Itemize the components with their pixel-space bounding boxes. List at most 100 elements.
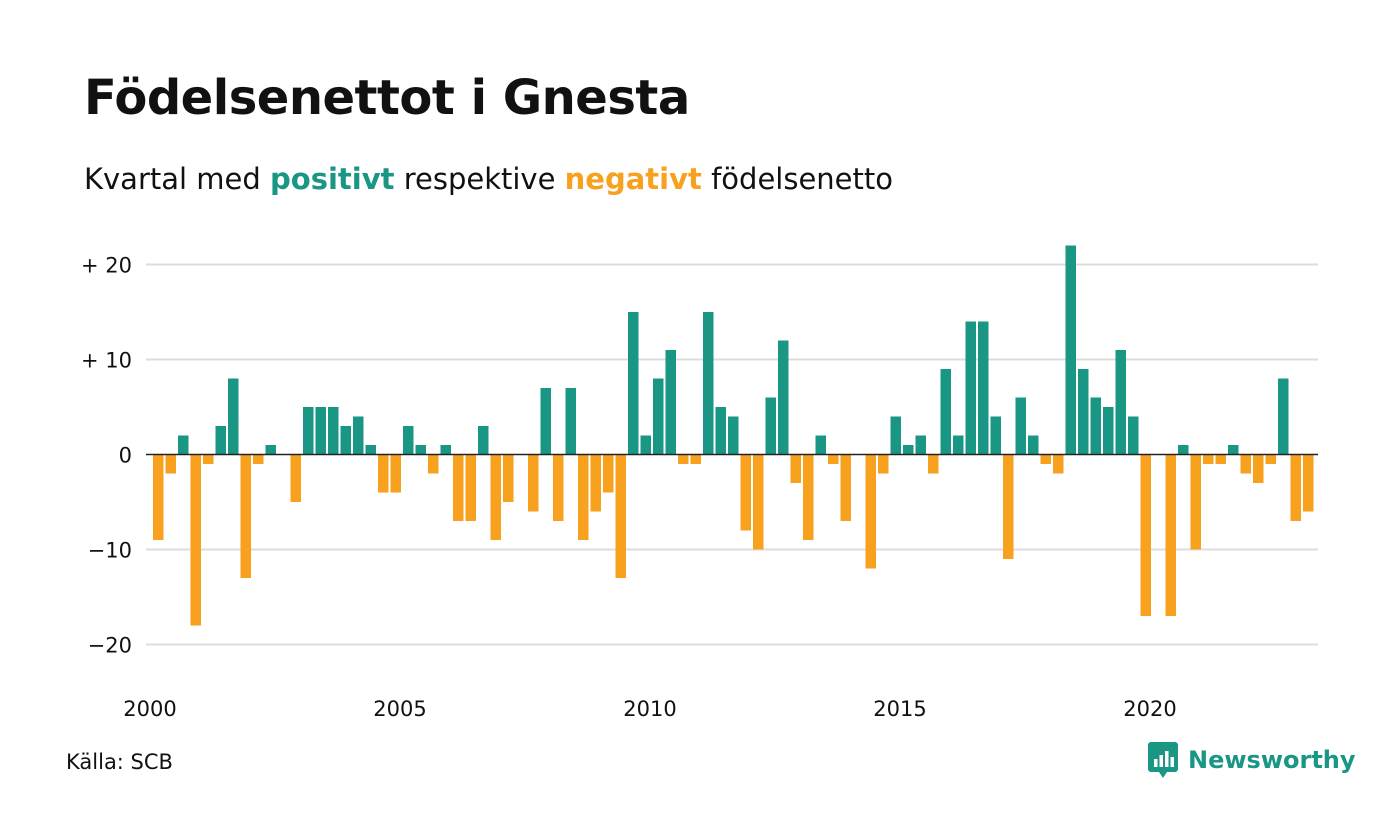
bar-negative	[1140, 454, 1151, 616]
bar-negative	[203, 454, 214, 464]
bar-positive	[215, 426, 226, 455]
bar-negative	[1265, 454, 1276, 464]
bar-positive	[415, 445, 426, 455]
bar-positive	[903, 445, 914, 455]
bar-negative	[590, 454, 601, 512]
bar-negative	[1190, 454, 1201, 550]
bar-positive	[1228, 445, 1239, 455]
subtitle-positive: positivt	[270, 162, 395, 196]
x-tick-label: 2010	[623, 697, 676, 721]
bar-negative	[1165, 454, 1176, 616]
y-tick-label: + 20	[81, 254, 132, 278]
bar-negative	[1053, 454, 1064, 474]
bar-positive	[1103, 407, 1114, 455]
bar-positive	[1090, 397, 1101, 455]
bar-negative	[1303, 454, 1314, 512]
x-tick-label: 2000	[123, 697, 176, 721]
bar-negative	[465, 454, 476, 521]
chart-subtitle: Kvartal med positivt respektive negativt…	[84, 162, 893, 196]
bar-negative	[803, 454, 814, 540]
y-tick-label: 0	[119, 444, 132, 468]
subtitle-text-end: födelsenetto	[711, 162, 893, 196]
bar-positive	[1065, 245, 1076, 455]
bar-negative	[790, 454, 801, 483]
bar-positive	[915, 435, 926, 455]
chart-speech-bubble-icon	[1148, 742, 1178, 778]
bar-positive	[965, 321, 976, 455]
page-title: Födelsenettot i Gnesta	[84, 70, 690, 126]
bar-positive	[303, 407, 314, 455]
bar-positive	[540, 388, 551, 455]
bar-negative	[153, 454, 164, 540]
bar-positive	[640, 435, 651, 455]
bar-negative	[240, 454, 251, 578]
bar-positive	[478, 426, 489, 455]
x-tick-label: 2015	[873, 697, 926, 721]
bar-positive	[315, 407, 326, 455]
y-tick-label: −20	[88, 634, 132, 658]
bar-negative	[1003, 454, 1014, 559]
bar-negative	[603, 454, 614, 493]
bar-negative	[928, 454, 939, 474]
bar-positive	[653, 378, 664, 455]
bar-positive	[228, 378, 239, 455]
bar-positive	[403, 426, 414, 455]
bar-positive	[728, 416, 739, 455]
bar-negative	[615, 454, 626, 578]
bar-negative	[553, 454, 564, 521]
bar-negative	[865, 454, 876, 569]
bar-negative	[490, 454, 501, 540]
bar-negative	[1253, 454, 1264, 483]
brand: Newsworthy	[1148, 742, 1356, 778]
bar-negative	[1290, 454, 1301, 521]
bar-positive	[1128, 416, 1139, 455]
bar-positive	[265, 445, 276, 455]
bar-positive	[1078, 369, 1089, 455]
bar-negative	[290, 454, 301, 502]
x-tick-label: 2020	[1123, 697, 1176, 721]
subtitle-negative: negativt	[564, 162, 702, 196]
bar-negative	[1215, 454, 1226, 464]
bar-negative	[878, 454, 889, 474]
bar-positive	[1178, 445, 1189, 455]
y-tick-label: + 10	[81, 349, 132, 373]
bar-negative	[253, 454, 264, 464]
bar-positive	[440, 445, 451, 455]
bar-positive	[328, 407, 339, 455]
bar-negative	[678, 454, 689, 464]
x-tick-label: 2005	[373, 697, 426, 721]
bar-positive	[178, 435, 189, 455]
bar-negative	[190, 454, 201, 626]
brand-name: Newsworthy	[1188, 746, 1356, 774]
bar-positive	[628, 312, 639, 455]
subtitle-text-start: Kvartal med	[84, 162, 261, 196]
bar-positive	[940, 369, 951, 455]
bar-positive	[815, 435, 826, 455]
bar-positive	[365, 445, 376, 455]
bar-positive	[340, 426, 351, 455]
subtitle-text-middle: respektive	[403, 162, 556, 196]
bar-negative	[453, 454, 464, 521]
bar-positive	[703, 312, 714, 455]
bar-negative	[840, 454, 851, 521]
bar-negative	[528, 454, 539, 512]
bar-negative	[390, 454, 401, 493]
bar-positive	[665, 350, 676, 455]
bar-negative	[828, 454, 839, 464]
bar-positive	[990, 416, 1001, 455]
bar-positive	[1115, 350, 1126, 455]
bar-negative	[1203, 454, 1214, 464]
bar-positive	[978, 321, 989, 455]
bar-positive	[765, 397, 776, 455]
bar-negative	[1040, 454, 1051, 464]
bar-negative	[740, 454, 751, 531]
bar-negative	[1240, 454, 1251, 474]
bar-negative	[378, 454, 389, 493]
bar-negative	[753, 454, 764, 550]
bar-positive	[565, 388, 576, 455]
source-note: Källa: SCB	[66, 750, 173, 774]
bar-positive	[1278, 378, 1289, 455]
bar-positive	[778, 340, 789, 455]
bar-positive	[715, 407, 726, 455]
